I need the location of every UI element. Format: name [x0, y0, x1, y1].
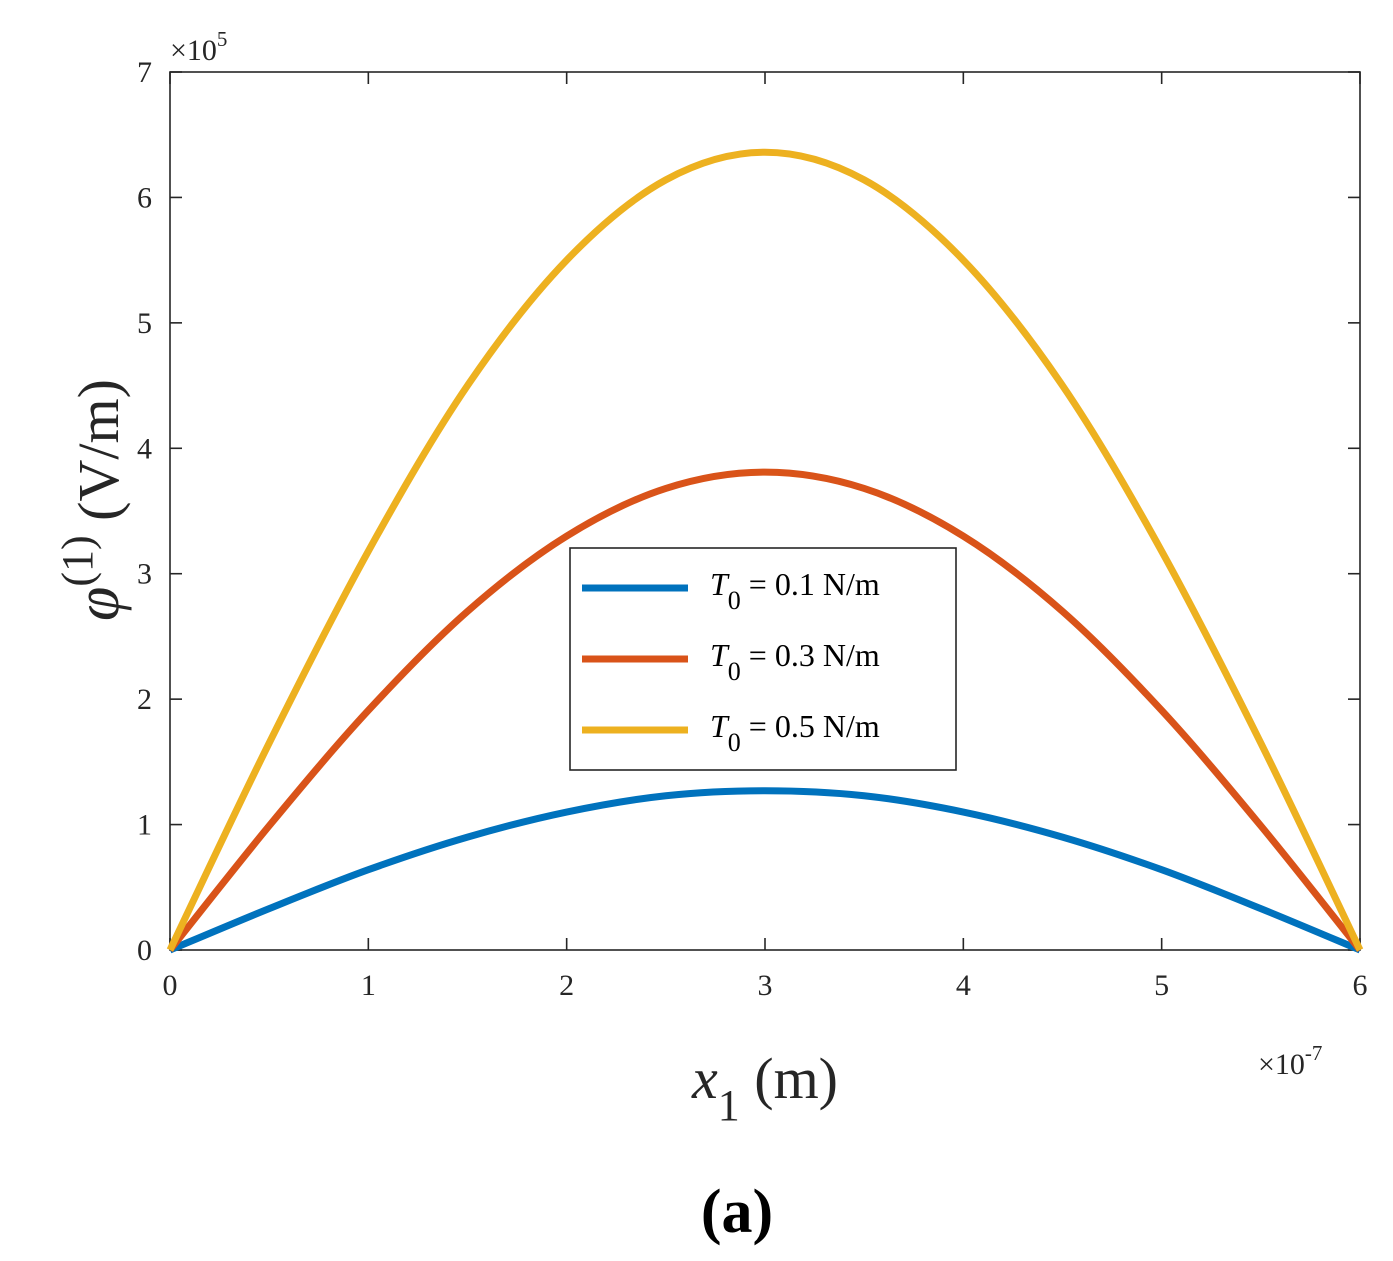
- x-tick-label-0: 0: [163, 969, 178, 1002]
- series-line-0: [168, 787, 1362, 954]
- x-tick-label-3: 3: [758, 969, 773, 1002]
- x-tick-label-1: 1: [361, 969, 376, 1002]
- legend: T0 = 0.1 N/m T0 = 0.3 N/m T0 = 0.5 N/m: [569, 547, 957, 771]
- x-tick-label-6: 6: [1353, 969, 1368, 1002]
- series-line-1: [167, 468, 1363, 953]
- y-tick-label-3: 3: [137, 558, 152, 591]
- y-tick-label-4: 4: [137, 432, 152, 465]
- plot-area: [169, 71, 1361, 951]
- legend-entry-1: T0 = 0.3 N/m: [582, 637, 880, 686]
- x-tick-label-5: 5: [1154, 969, 1169, 1002]
- tick-labels: 0 1 2 3 4 5 6 0 1 2 3 4 5 6 7: [137, 56, 1368, 1002]
- y-tick-label-6: 6: [137, 181, 152, 214]
- legend-label-0: T0 = 0.1 N/m: [710, 566, 880, 615]
- x-multiplier: ×10-7: [1258, 1041, 1322, 1081]
- y-tick-label-0: 0: [137, 934, 152, 967]
- x-axis-title: x1 (m): [691, 1046, 838, 1130]
- y-tick-label-7: 7: [137, 56, 152, 89]
- figure-caption: (a): [701, 1178, 773, 1246]
- series-line-2: [166, 148, 1364, 952]
- y-tick-label-2: 2: [137, 683, 152, 716]
- y-axis-title: φ(1) (V/m): [53, 379, 132, 621]
- legend-entry-2: T0 = 0.5 N/m: [582, 708, 880, 757]
- legend-entry-0: T0 = 0.1 N/m: [582, 566, 880, 615]
- y-tick-label-1: 1: [137, 809, 152, 842]
- legend-label-1: T0 = 0.3 N/m: [710, 637, 880, 686]
- legend-label-2: T0 = 0.5 N/m: [710, 708, 880, 757]
- series-layer: [166, 148, 1364, 954]
- y-tick-label-5: 5: [137, 307, 152, 340]
- y-multiplier: ×105: [170, 27, 227, 67]
- x-tick-label-2: 2: [559, 969, 574, 1002]
- x-tick-label-4: 4: [956, 969, 971, 1002]
